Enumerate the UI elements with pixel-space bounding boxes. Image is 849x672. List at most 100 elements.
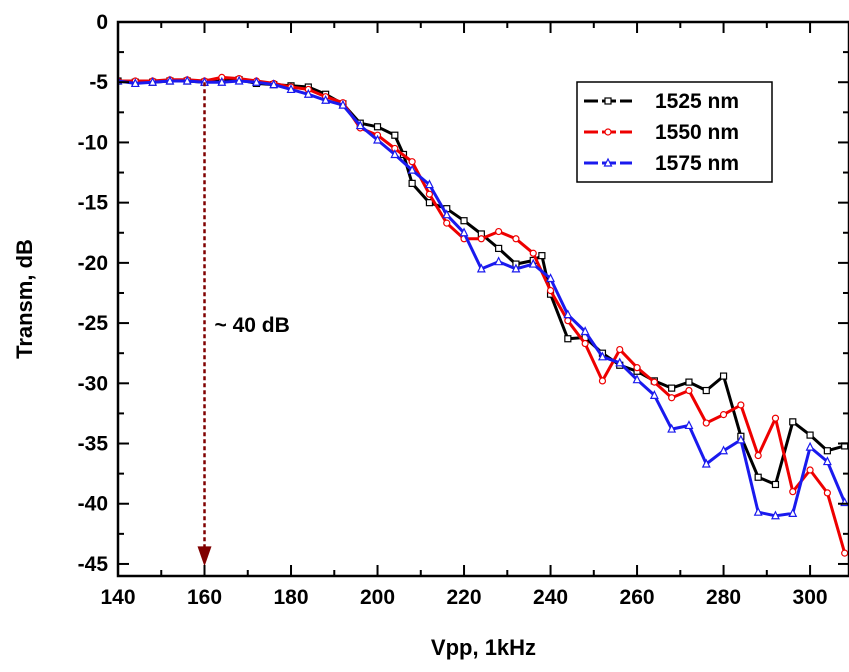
data-point-triangle — [528, 258, 538, 268]
x-tick-label: 220 — [447, 586, 482, 609]
data-point-triangle — [303, 88, 313, 98]
data-point-square — [702, 386, 710, 395]
data-point-triangle — [286, 84, 296, 94]
data-point-circle — [841, 549, 849, 557]
y-tick-label: -25 — [78, 312, 109, 335]
y-axis-title: Transm, dB — [12, 239, 37, 359]
y-tick-label: -20 — [78, 252, 108, 275]
data-point-triangle — [269, 79, 279, 89]
data-point-square — [391, 131, 399, 139]
y-tick-label: -5 — [89, 71, 108, 94]
data-point-triangle — [234, 75, 244, 85]
data-point-triangle — [753, 506, 763, 516]
data-point-square — [806, 431, 814, 439]
data-point-square — [538, 252, 546, 260]
data-point-triangle — [424, 179, 434, 189]
data-point-triangle — [701, 458, 711, 468]
data-point-triangle — [148, 76, 158, 86]
x-tick-label: 160 — [187, 586, 222, 609]
data-point-square — [771, 480, 780, 489]
data-point-triangle — [580, 326, 590, 336]
annotation-arrow-head — [197, 546, 212, 567]
data-point-triangle — [805, 441, 815, 451]
tick-layer — [117, 21, 849, 576]
data-point-triangle — [719, 445, 729, 455]
data-point-triangle — [442, 209, 452, 219]
data-point-circle — [823, 489, 831, 497]
data-point-circle — [806, 466, 814, 474]
data-point-square — [373, 123, 382, 131]
data-point-square — [408, 179, 416, 187]
data-point-triangle — [597, 351, 607, 361]
data-point-triangle — [615, 357, 625, 367]
data-point-triangle — [251, 76, 261, 86]
data-point-circle — [512, 235, 520, 243]
data-point-triangle — [684, 420, 694, 430]
data-point-triangle — [459, 227, 469, 237]
data-point-square — [685, 378, 693, 386]
data-point-triangle — [511, 263, 521, 273]
data-point-triangle — [546, 273, 556, 283]
y-tick-label: 0 — [96, 11, 108, 34]
data-point-circle — [737, 401, 745, 409]
series-layer — [118, 73, 849, 557]
data-point-square — [719, 372, 728, 380]
data-point-circle — [408, 158, 416, 166]
data-point-circle — [604, 128, 612, 136]
legend: 1525 nm 1550 nm 1575 nm — [576, 81, 773, 183]
x-tick-label: 280 — [706, 586, 741, 609]
data-point-circle — [477, 235, 485, 243]
y-tick-labels: 0 -5 -10 -15 -20 -25 -30 -35 -40 -45 — [78, 11, 109, 576]
data-point-triangle — [736, 434, 746, 444]
data-point-triangle — [217, 76, 227, 86]
data-point-square — [604, 97, 612, 105]
x-tick-label: 200 — [360, 586, 395, 609]
data-point-triangle — [563, 309, 573, 319]
x-tick-label: 180 — [273, 586, 308, 609]
data-point-triangle — [390, 149, 400, 159]
plot-frame — [116, 20, 849, 578]
series-1575-nm — [118, 75, 849, 520]
y-tick-label: -45 — [78, 553, 109, 576]
data-point-circle — [633, 364, 641, 372]
x-tick-label: 240 — [533, 586, 568, 609]
data-point-circle — [443, 219, 451, 227]
data-point-triangle — [649, 390, 659, 399]
data-point-circle — [650, 378, 658, 386]
data-point-triangle — [494, 256, 504, 266]
data-point-circle — [754, 451, 762, 460]
data-point-triangle — [603, 157, 613, 167]
data-point-triangle — [182, 75, 192, 85]
data-point-triangle — [822, 456, 832, 466]
data-point-circle — [668, 394, 676, 402]
data-point-triangle — [321, 94, 331, 104]
data-point-circle — [546, 286, 555, 295]
data-point-square — [564, 335, 572, 343]
y-tick-label: -35 — [78, 433, 109, 456]
data-point-circle — [616, 345, 624, 354]
data-point-triangle — [476, 263, 486, 273]
annotation-layer: ~ 40 dB — [197, 82, 290, 567]
data-point-circle — [529, 249, 537, 257]
data-point-triangle — [667, 423, 677, 433]
data-point-circle — [495, 227, 503, 236]
data-point-triangle — [770, 510, 780, 520]
y-tick-label: -15 — [78, 192, 109, 215]
legend-label: 1550 nm — [655, 121, 739, 144]
y-tick-label: -30 — [78, 372, 108, 395]
data-point-triangle — [355, 120, 365, 130]
data-point-triangle — [632, 374, 642, 384]
data-point-triangle — [788, 508, 798, 517]
data-point-square — [460, 217, 468, 225]
data-point-circle — [719, 411, 728, 419]
data-point-circle — [771, 414, 780, 422]
data-point-square — [495, 244, 503, 253]
data-point-square — [668, 384, 676, 392]
data-point-triangle — [165, 75, 175, 85]
legend-label: 1525 nm — [655, 90, 739, 113]
data-point-circle — [425, 190, 434, 198]
data-point-circle — [581, 339, 589, 348]
x-tick-label: 300 — [793, 586, 828, 609]
data-point-square — [789, 418, 797, 426]
x-tick-label: 140 — [100, 586, 135, 609]
